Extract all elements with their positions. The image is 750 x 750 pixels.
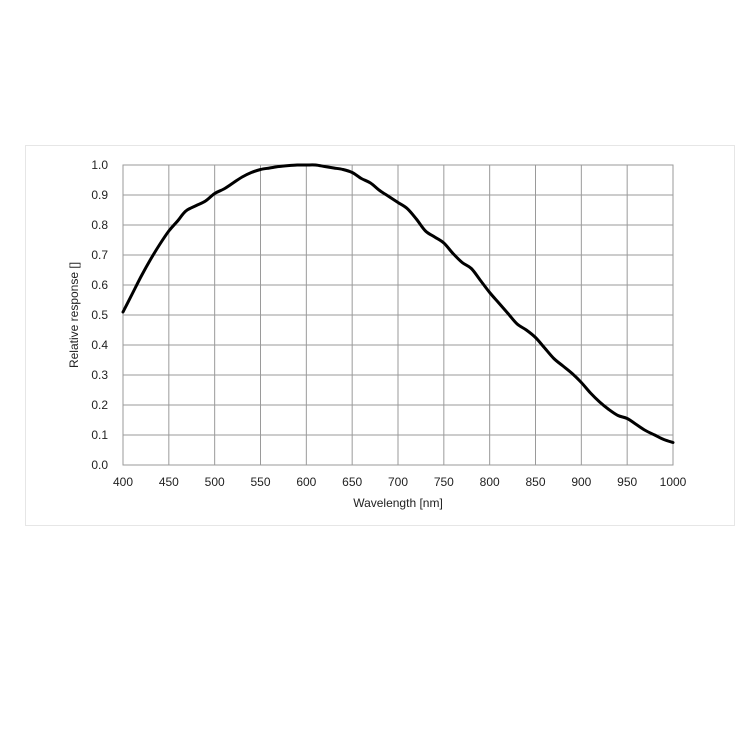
- x-tick-label: 600: [296, 475, 316, 489]
- y-tick-label: 0.8: [91, 218, 108, 232]
- x-tick-label: 950: [617, 475, 637, 489]
- y-tick-label: 0.5: [91, 308, 108, 322]
- x-tick-label: 550: [250, 475, 270, 489]
- x-tick-label: 400: [113, 475, 133, 489]
- y-tick-label: 1.0: [91, 158, 108, 172]
- x-tick-label: 850: [525, 475, 545, 489]
- x-tick-label: 700: [388, 475, 408, 489]
- y-axis-title: Relative response []: [67, 262, 81, 368]
- y-tick-label: 0.6: [91, 278, 108, 292]
- y-tick-label: 0.0: [91, 458, 108, 472]
- x-tick-label: 800: [480, 475, 500, 489]
- chart-panel: 400 450 500 550 600 650 700 750 800 850 900 950 1000…: [25, 145, 735, 526]
- series-line-relative-response: [121, 163, 675, 444]
- x-tick-label: 450: [159, 475, 179, 489]
- x-tick-label: 900: [571, 475, 591, 489]
- x-tick-label: 750: [434, 475, 454, 489]
- x-tick-label: 650: [342, 475, 362, 489]
- y-tick-label: 0.4: [91, 338, 108, 352]
- y-tick-label: 0.7: [91, 248, 108, 262]
- grid: [122, 164, 674, 466]
- y-tick-label: 0.3: [91, 368, 108, 382]
- x-tick-label: 1000: [660, 475, 687, 489]
- y-axis-ticks: 1.0 0.9 0.8 0.7 0.6 0.5 0.4 0.3 0.2 0.1 0.0: [91, 158, 108, 472]
- x-tick-label: 500: [205, 475, 225, 489]
- y-tick-label: 0.2: [91, 398, 108, 412]
- plot-border: [122, 164, 674, 466]
- x-axis-ticks: 400 450 500 550 600 650 700 750 800 850 900 950 1000: [113, 475, 687, 489]
- x-axis-title: Wavelength [nm]: [353, 496, 443, 510]
- response-chart: 400 450 500 550 600 650 700 750 800 850 900 950 1000…: [67, 158, 687, 510]
- y-tick-label: 0.1: [91, 428, 108, 442]
- y-tick-label: 0.9: [91, 188, 108, 202]
